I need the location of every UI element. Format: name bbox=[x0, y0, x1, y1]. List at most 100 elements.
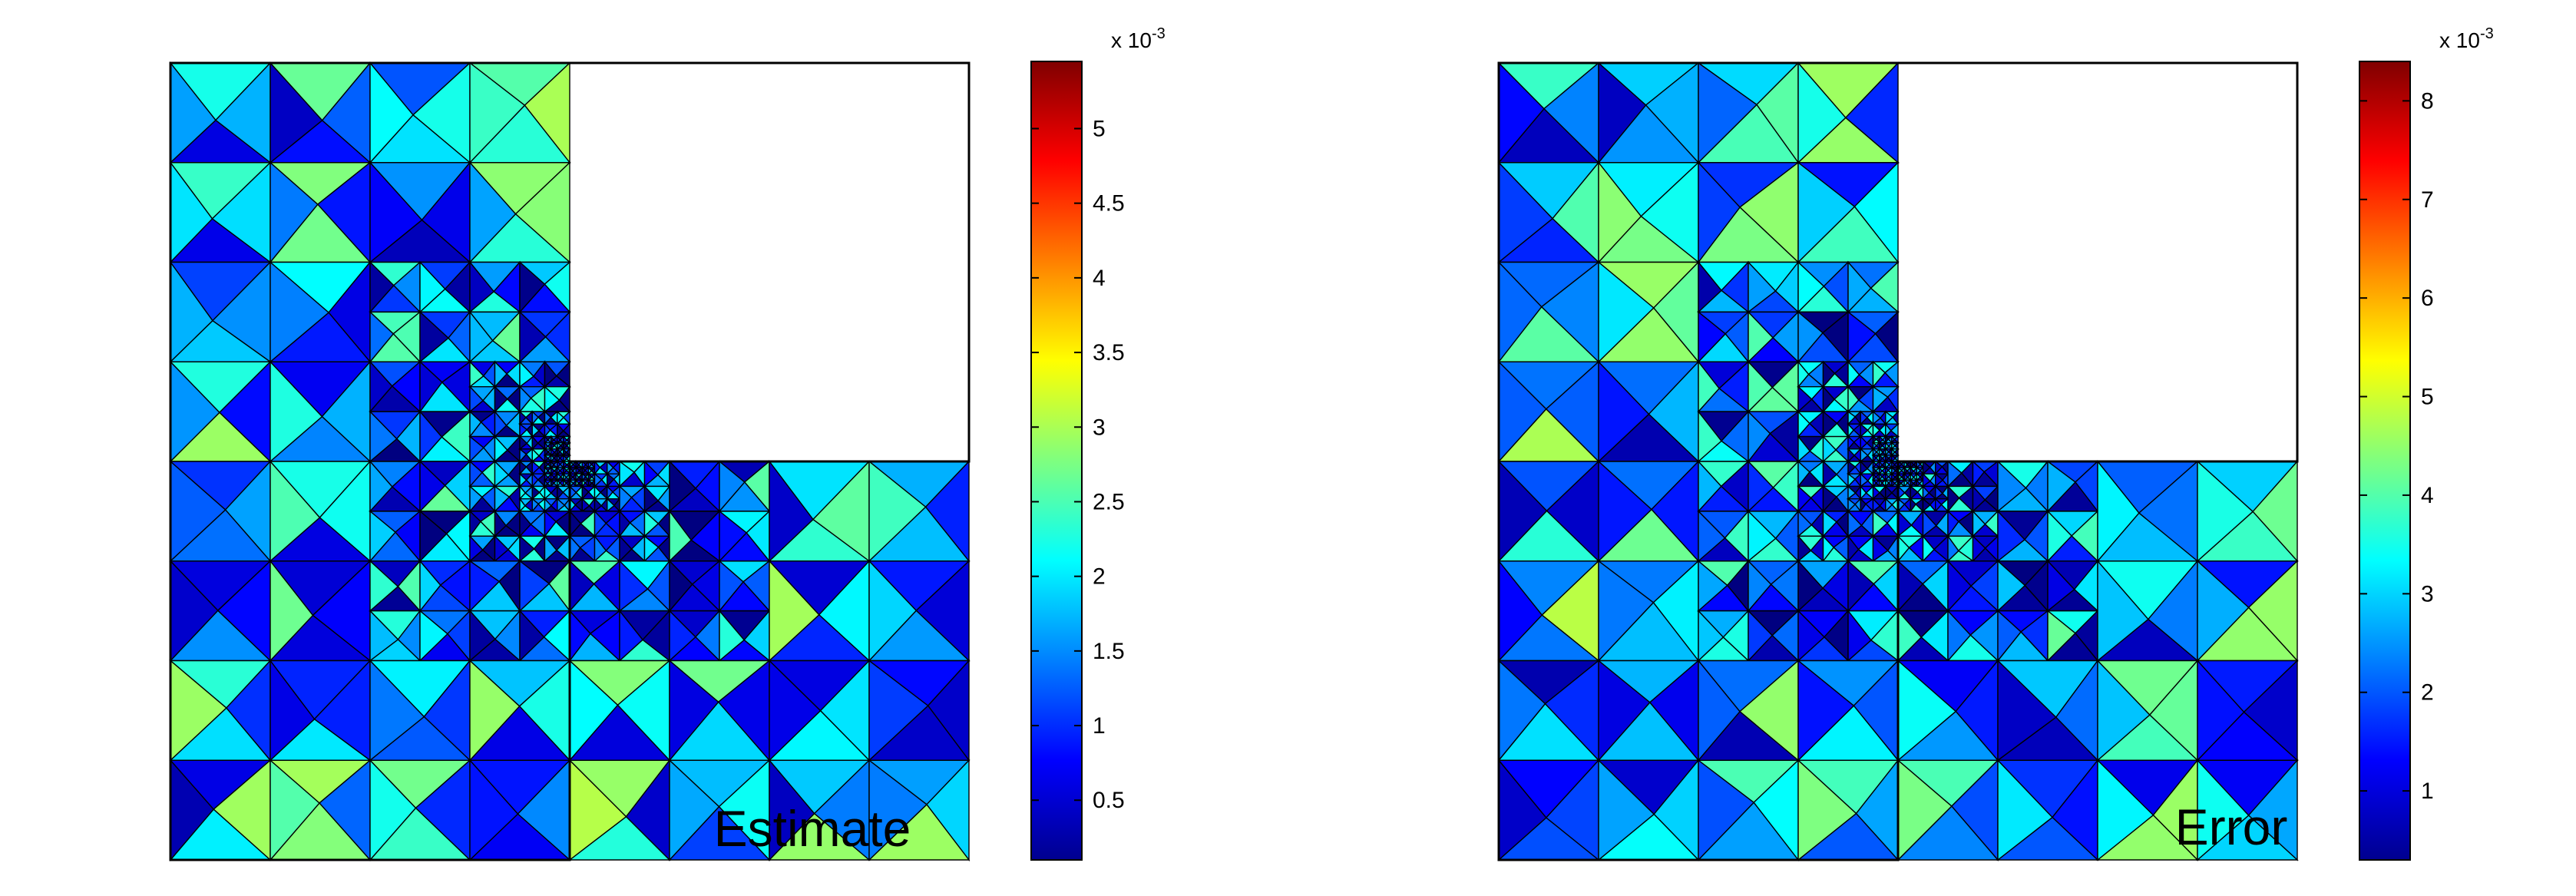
mesh-element bbox=[1885, 448, 1890, 457]
mesh-element bbox=[469, 410, 482, 438]
mesh-element bbox=[619, 609, 643, 663]
mesh-element bbox=[1822, 460, 1838, 488]
mesh-element bbox=[719, 510, 748, 563]
error-colorbar-scale-label: x 10 bbox=[2439, 28, 2480, 52]
mesh-element bbox=[1885, 435, 1890, 445]
mesh-element bbox=[868, 759, 928, 861]
mesh-element bbox=[575, 472, 580, 482]
mesh-element bbox=[1872, 466, 1877, 476]
colorbar-tick-label: 4 bbox=[2421, 483, 2434, 508]
mesh-element bbox=[550, 472, 555, 481]
mesh-element bbox=[1922, 498, 1931, 513]
mesh-element bbox=[369, 61, 414, 164]
colorbar-tick-label: 3 bbox=[2421, 581, 2434, 607]
mesh-element bbox=[1872, 435, 1877, 445]
mesh-element bbox=[587, 472, 593, 481]
mesh-element bbox=[1903, 460, 1908, 469]
colorbar-tick-label: 8 bbox=[2421, 88, 2434, 114]
mesh-element bbox=[563, 466, 567, 476]
mesh-element bbox=[1972, 534, 1986, 563]
mesh-element bbox=[557, 498, 566, 513]
mesh-element bbox=[557, 484, 564, 501]
mesh-element bbox=[2197, 560, 2250, 663]
mesh-element bbox=[544, 448, 550, 457]
mesh-element bbox=[607, 498, 615, 513]
mesh-element bbox=[1847, 510, 1863, 537]
mesh-element bbox=[1891, 459, 1896, 469]
colorbar-tick-label: 2.5 bbox=[1093, 489, 1125, 514]
mesh-element bbox=[1872, 422, 1880, 438]
mesh-element bbox=[1698, 510, 1726, 563]
mesh-element bbox=[494, 385, 508, 413]
mesh-element bbox=[607, 484, 613, 501]
mesh-element bbox=[868, 460, 927, 563]
colorbar-tick-label: 6 bbox=[2421, 286, 2434, 311]
mesh-element bbox=[419, 559, 441, 613]
mesh-element bbox=[1997, 759, 2054, 861]
mesh-element bbox=[469, 759, 519, 861]
mesh-element bbox=[1847, 410, 1857, 426]
mesh-element bbox=[550, 441, 556, 451]
mesh-element bbox=[1698, 310, 1727, 363]
mesh-element bbox=[270, 460, 321, 563]
mesh-element bbox=[469, 560, 501, 613]
mesh-element bbox=[1598, 261, 1655, 363]
mesh-element bbox=[544, 441, 549, 451]
mesh-element bbox=[2097, 759, 2154, 861]
estimate-colorbar-ticks: 0.5 1 1.5 2 2.5 3 3.5 4 4.5 5 bbox=[1031, 116, 1125, 813]
mesh-element bbox=[1847, 360, 1860, 388]
mesh-element bbox=[1997, 610, 2022, 663]
mesh-element bbox=[1822, 410, 1838, 438]
mesh-element bbox=[519, 560, 551, 613]
mesh-element bbox=[550, 454, 555, 463]
mesh-element bbox=[531, 484, 541, 501]
mesh-element bbox=[2097, 559, 2149, 662]
mesh-element bbox=[469, 659, 521, 762]
mesh-element bbox=[1872, 454, 1877, 463]
estimate-colorbar: 0.5 1 1.5 2 2.5 3 3.5 4 4.5 5 x 10-3 bbox=[1030, 25, 1166, 861]
mesh-element bbox=[2197, 460, 2254, 563]
colorbar-tick-label: 2 bbox=[1093, 564, 1106, 590]
mesh-element bbox=[1872, 448, 1878, 457]
mesh-element bbox=[557, 466, 561, 476]
mesh-element bbox=[563, 453, 567, 463]
mesh-element bbox=[1891, 472, 1896, 481]
mesh-element bbox=[669, 460, 696, 513]
mesh-element bbox=[419, 410, 443, 463]
mesh-element bbox=[1997, 460, 2027, 513]
mesh-element bbox=[619, 484, 633, 513]
mesh-element bbox=[1910, 497, 1916, 514]
mesh-element bbox=[469, 460, 483, 488]
mesh-element bbox=[2047, 559, 2075, 613]
colorbar-tick-label: 1.5 bbox=[1093, 639, 1125, 664]
error-colorbar-ticks: 1 2 3 4 5 6 7 8 bbox=[2359, 88, 2434, 804]
mesh-element bbox=[531, 410, 539, 426]
mesh-element bbox=[369, 759, 417, 861]
mesh-element bbox=[544, 478, 548, 488]
mesh-element bbox=[1891, 435, 1896, 445]
mesh-element bbox=[1698, 460, 1722, 513]
mesh-element bbox=[270, 659, 316, 762]
mesh-element bbox=[594, 534, 607, 563]
mesh-element bbox=[270, 61, 323, 164]
mesh-element bbox=[1822, 360, 1836, 388]
mesh-element bbox=[669, 759, 720, 861]
mesh-element bbox=[1922, 534, 1935, 563]
mesh-element bbox=[669, 509, 693, 563]
mesh-element bbox=[1847, 534, 1860, 563]
mesh-element bbox=[544, 360, 557, 388]
mesh-element bbox=[1885, 478, 1890, 488]
mesh-element bbox=[519, 472, 527, 488]
mesh-element bbox=[1972, 460, 1986, 488]
mesh-element bbox=[1922, 484, 1930, 501]
mesh-element bbox=[581, 466, 587, 476]
error-colorbar-gradient bbox=[2359, 61, 2411, 861]
mesh-element bbox=[1872, 410, 1882, 425]
mesh-element bbox=[563, 460, 568, 469]
mesh-element bbox=[619, 534, 633, 563]
mesh-element bbox=[769, 459, 814, 563]
mesh-element bbox=[1797, 410, 1810, 438]
mesh-element bbox=[1947, 609, 1972, 663]
mesh-element bbox=[1698, 61, 1758, 164]
mesh-element bbox=[1891, 454, 1896, 463]
